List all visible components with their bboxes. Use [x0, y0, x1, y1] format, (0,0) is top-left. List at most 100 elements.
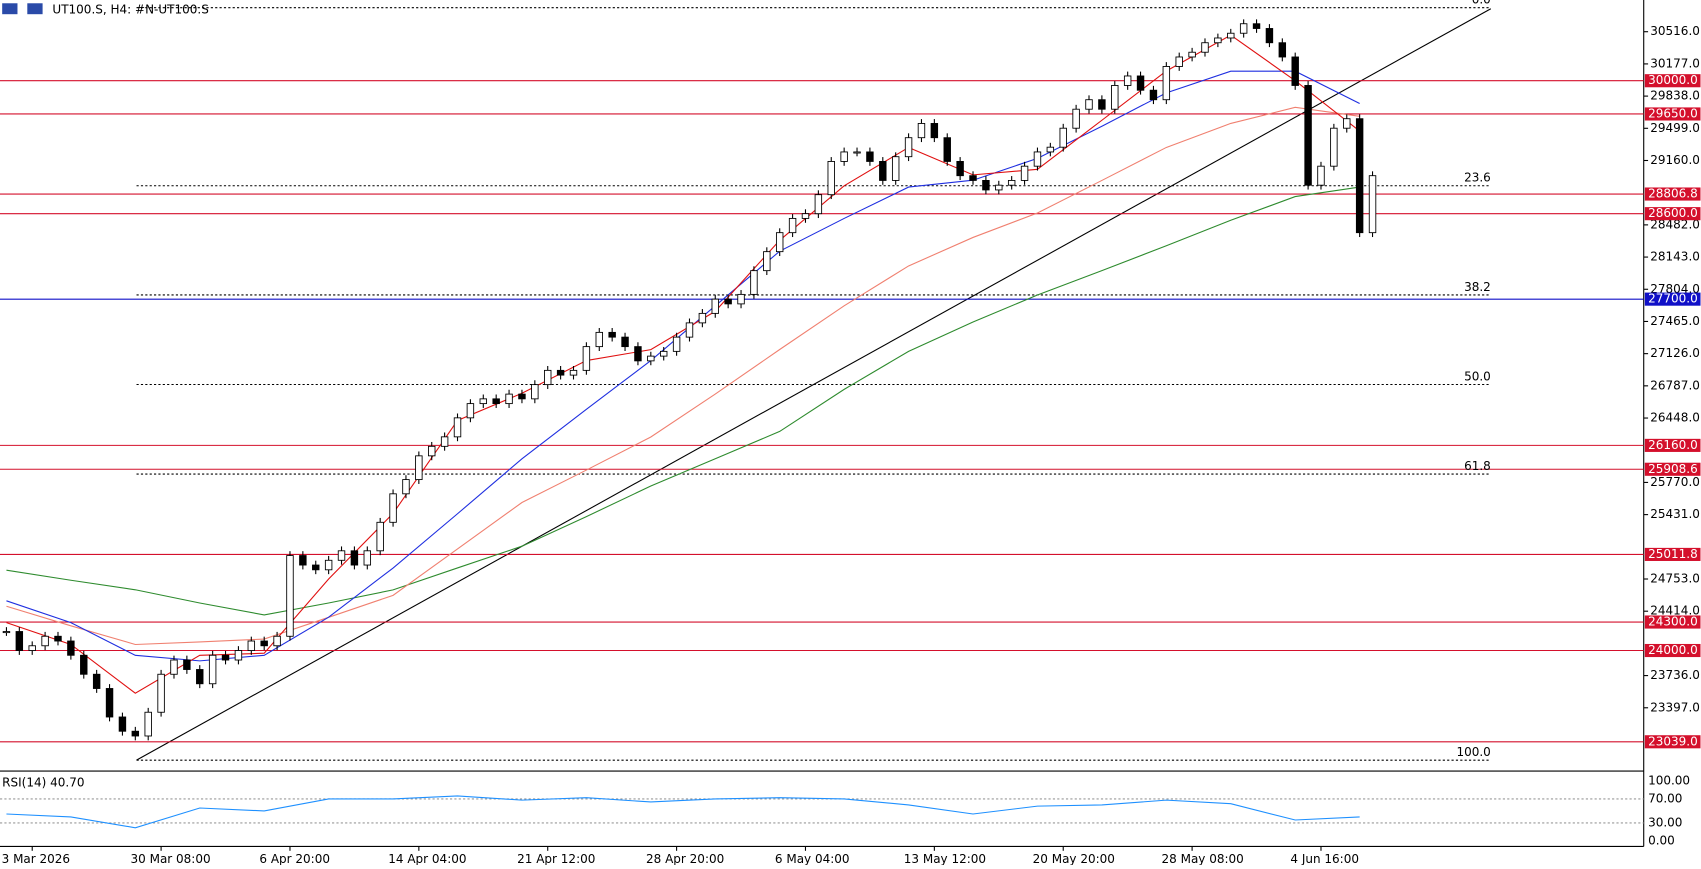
candle	[917, 123, 926, 139]
y-tick-label: 28143.0	[1650, 250, 1700, 264]
candle	[1046, 146, 1055, 153]
candle	[1098, 99, 1106, 110]
candle	[389, 493, 397, 523]
candle	[1007, 179, 1016, 186]
candle	[1304, 85, 1312, 186]
candle	[144, 711, 152, 737]
candle	[105, 688, 114, 718]
y-tick-label: 27126.0	[1650, 346, 1700, 360]
moving-average	[6, 34, 1360, 694]
candle	[1136, 75, 1145, 91]
x-tick-label: 13 May 12:00	[904, 852, 986, 865]
candle	[1265, 28, 1274, 44]
candle	[402, 479, 410, 495]
candle	[92, 673, 101, 689]
candle	[324, 559, 333, 571]
candle	[879, 161, 887, 181]
candle	[788, 217, 797, 234]
level-label: 29650.0	[1644, 106, 1701, 121]
candle	[827, 161, 835, 196]
candle	[1317, 165, 1325, 186]
candle	[866, 151, 874, 162]
candle	[956, 161, 964, 177]
candle	[54, 635, 62, 642]
level-label: 25908.6	[1644, 462, 1701, 476]
fib-label: 61.8	[1464, 459, 1491, 473]
y-tick-label: 29499.0	[1650, 121, 1700, 135]
candle	[1123, 75, 1132, 86]
y-tick-label: 29838.0	[1650, 89, 1700, 103]
candle	[1085, 99, 1093, 110]
candle	[930, 123, 939, 139]
level-label: 24000.0	[1644, 643, 1701, 658]
level-box	[1644, 438, 1701, 452]
level-text: 25011.8	[1648, 547, 1698, 561]
candle	[840, 151, 848, 162]
candle	[415, 455, 423, 481]
candle	[569, 369, 578, 376]
candle	[1355, 118, 1364, 234]
candle	[428, 445, 436, 457]
candle	[647, 355, 655, 362]
fib-label: 38.2	[1464, 280, 1491, 294]
x-tick-label: 6 May 04:00	[775, 852, 850, 865]
candle	[775, 232, 784, 253]
candle	[582, 346, 591, 371]
level-box	[1644, 735, 1701, 749]
level-text: 29650.0	[1648, 106, 1698, 120]
x-tick-label: 21 Apr 12:00	[517, 852, 595, 865]
y-tick-label: 27804.0	[1650, 282, 1700, 296]
candle	[1033, 151, 1042, 167]
level-text: 23039.0	[1648, 734, 1698, 748]
y-tick-label: 26787.0	[1650, 378, 1700, 392]
candle	[531, 384, 539, 400]
candle	[943, 137, 951, 162]
candle	[801, 213, 810, 219]
candle	[1330, 127, 1338, 167]
y-tick-label: 24753.0	[1650, 572, 1700, 586]
level-label: 25011.8	[1644, 547, 1701, 561]
rsi-label: RSI(14) 40.70	[2, 776, 84, 790]
candle	[1278, 42, 1287, 58]
candle	[1227, 32, 1235, 39]
candle	[711, 298, 719, 314]
y-tick-label: 24414.0	[1650, 604, 1700, 618]
candle	[157, 673, 165, 713]
level-box	[1644, 462, 1701, 476]
candle	[196, 669, 204, 685]
candle	[273, 635, 281, 647]
candle	[969, 175, 977, 181]
fib-label: 0.0	[1472, 0, 1491, 7]
candle	[698, 312, 707, 324]
candle	[286, 555, 294, 637]
y-tick-label: 30516.0	[1650, 24, 1700, 38]
level-text: 24300.0	[1648, 615, 1698, 629]
candle	[299, 555, 307, 566]
icon	[2, 3, 18, 15]
level-text: 30000.0	[1648, 73, 1698, 87]
y-tick-label: 25431.0	[1650, 507, 1700, 521]
candle	[1188, 51, 1196, 58]
rsi-tick-label: 100.00	[1648, 773, 1690, 787]
candle	[544, 369, 552, 386]
candle	[1020, 165, 1029, 181]
candle	[221, 654, 230, 661]
candle	[672, 336, 681, 352]
candle	[80, 654, 88, 675]
candle	[131, 730, 140, 737]
level-label: 23039.0	[1644, 734, 1701, 749]
x-tick-label: 30 Mar 08:00	[131, 852, 211, 865]
candle	[363, 550, 372, 566]
level-text: 26160.0	[1648, 438, 1698, 452]
candle	[479, 398, 487, 405]
candle	[505, 393, 513, 405]
candle	[208, 654, 217, 685]
candle	[247, 640, 256, 651]
x-tick-label: 6 Apr 20:00	[259, 852, 330, 865]
level-box	[1644, 615, 1701, 629]
y-tick-label: 28482.0	[1650, 217, 1700, 231]
rsi-tick-label: 30.00	[1648, 815, 1682, 829]
x-tick-label: 28 Apr 20:00	[646, 852, 724, 865]
